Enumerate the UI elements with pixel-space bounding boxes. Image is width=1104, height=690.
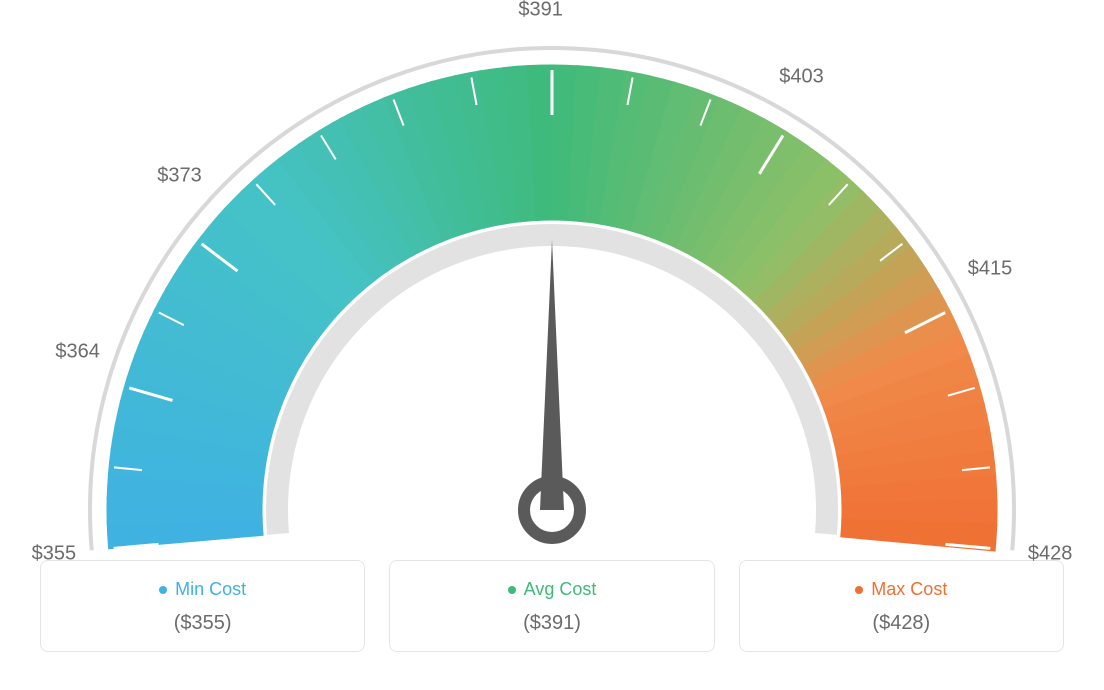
- legend-label-max: Max Cost: [855, 579, 947, 600]
- legend-card-max: Max Cost ($428): [739, 560, 1064, 652]
- gauge-tick-label: $373: [157, 165, 202, 188]
- legend-card-min: Min Cost ($355): [40, 560, 365, 652]
- legend-row: Min Cost ($355) Avg Cost ($391) Max Cost ($42…: [0, 560, 1104, 652]
- gauge-svg: [0, 0, 1104, 560]
- gauge-area: $355$364$373$391$403$415$428: [0, 0, 1104, 560]
- legend-value-max: ($428): [750, 612, 1053, 635]
- legend-dot-icon: [508, 586, 516, 594]
- legend-dot-icon: [855, 586, 863, 594]
- gauge-tick-label: $403: [779, 65, 824, 88]
- legend-label-text: Max Cost: [871, 579, 947, 600]
- gauge-tick-label: $391: [518, 0, 563, 22]
- legend-label-avg: Avg Cost: [508, 579, 597, 600]
- legend-dot-icon: [159, 586, 167, 594]
- gauge-tick-label: $364: [55, 340, 100, 363]
- gauge-tick-label: $355: [32, 542, 77, 565]
- legend-card-avg: Avg Cost ($391): [389, 560, 714, 652]
- cost-gauge-chart: $355 $364 $373 $391 $403 $415 $428 Min Cost ($3…: [0, 0, 1104, 690]
- gauge-needle: [540, 240, 564, 510]
- legend-value-avg: ($391): [400, 612, 703, 635]
- gauge-tick-label: $428: [1028, 542, 1073, 565]
- legend-label-text: Min Cost: [175, 579, 246, 600]
- legend-label-text: Avg Cost: [524, 579, 597, 600]
- gauge-tick-label: $415: [968, 257, 1013, 280]
- legend-label-min: Min Cost: [159, 579, 246, 600]
- legend-value-min: ($355): [51, 612, 354, 635]
